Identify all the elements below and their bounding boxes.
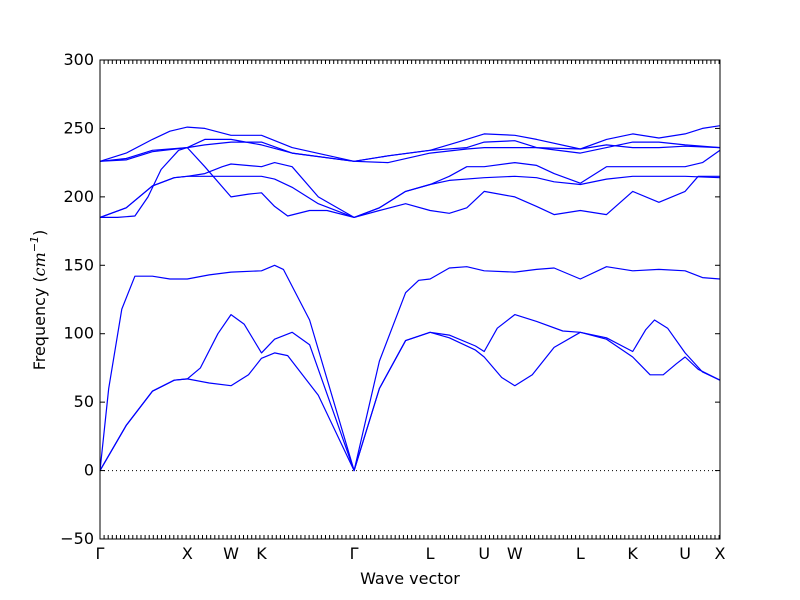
y-axis-label: Frequency (cm−1) bbox=[28, 230, 49, 371]
band-line-3 bbox=[99, 264, 721, 472]
band-line-2 bbox=[99, 314, 721, 472]
k-point-label: K bbox=[627, 544, 638, 563]
band-line-4 bbox=[100, 147, 720, 218]
series-layer bbox=[99, 125, 721, 472]
x-axis-label: Wave vector bbox=[360, 569, 460, 588]
band-line-6 bbox=[99, 149, 721, 218]
band-line-8 bbox=[99, 138, 721, 164]
y-tick-label: 250 bbox=[63, 118, 94, 137]
y-tick-label: −50 bbox=[60, 529, 94, 548]
k-point-label: W bbox=[223, 544, 239, 563]
y-tick-label: 50 bbox=[74, 392, 94, 411]
k-point-label: Γ bbox=[350, 544, 359, 563]
k-point-label: K bbox=[256, 544, 267, 563]
y-axis-label-suffix: ) bbox=[30, 230, 49, 236]
k-point-label: L bbox=[426, 544, 435, 563]
band-line-1 bbox=[99, 331, 721, 472]
y-tick-label: 150 bbox=[63, 255, 94, 274]
y-tick-label: 100 bbox=[63, 324, 94, 343]
k-point-label: U bbox=[478, 544, 490, 563]
y-tick-label: 300 bbox=[63, 50, 94, 69]
k-point-label: L bbox=[576, 544, 585, 563]
k-point-label: X bbox=[182, 544, 193, 563]
k-point-label: U bbox=[679, 544, 691, 563]
k-point-label: X bbox=[715, 544, 726, 563]
y-axis-label-unit-exp: −1 bbox=[28, 236, 41, 252]
plot-frame bbox=[99, 59, 721, 540]
y-tick-label: 200 bbox=[63, 187, 94, 206]
y-axis-label-unit: cm bbox=[30, 252, 49, 276]
y-tick-label: 0 bbox=[84, 461, 94, 480]
y-axis-label-prefix: Frequency ( bbox=[30, 276, 49, 370]
k-point-label: W bbox=[507, 544, 523, 563]
k-point-label: Γ bbox=[96, 544, 105, 563]
band-line-9 bbox=[99, 125, 721, 162]
